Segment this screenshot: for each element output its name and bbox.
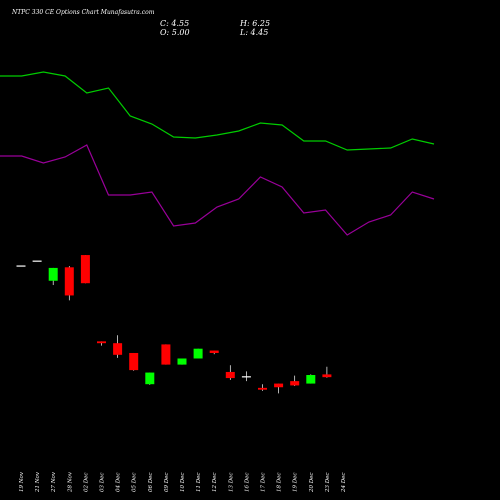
candle-body bbox=[48, 267, 58, 281]
x-tick-label: 20 Dec bbox=[309, 473, 315, 494]
x-tick-label: 28 Nov bbox=[67, 471, 73, 493]
x-tick-label: 04 Dec bbox=[116, 473, 122, 493]
band-lines bbox=[0, 71, 435, 236]
chart-title: NTPC 330 CE Options Chart Munafasutra.co… bbox=[12, 9, 155, 16]
candle-body bbox=[64, 267, 74, 296]
x-tick-label: 18 Dec bbox=[277, 473, 283, 493]
x-tick-label: 16 Dec bbox=[244, 473, 250, 493]
close-value: C: 4.55 bbox=[160, 19, 190, 28]
upper-band-line bbox=[0, 71, 435, 151]
candle-body bbox=[113, 343, 123, 355]
low-value: L: 4.45 bbox=[240, 28, 269, 37]
x-tick-label: 02 Dec bbox=[83, 473, 89, 493]
candle-body bbox=[225, 371, 235, 379]
candle-body bbox=[80, 255, 90, 284]
candles bbox=[16, 255, 332, 394]
candle-body bbox=[145, 372, 155, 385]
x-tick-label: 11 Dec bbox=[196, 473, 202, 493]
x-tick-label: 19 Nov bbox=[19, 471, 25, 492]
x-tick-label: 12 Dec bbox=[212, 473, 218, 493]
candle-body bbox=[161, 344, 171, 365]
candle-body bbox=[241, 376, 251, 378]
x-tick-label: 27 Nov bbox=[51, 471, 57, 493]
x-tick-label: 09 Dec bbox=[164, 473, 170, 493]
x-tick-label: 21 Nov bbox=[35, 471, 41, 493]
high-value: H: 6.25 bbox=[240, 19, 271, 28]
candle-body bbox=[258, 387, 267, 390]
x-tick-label: 19 Dec bbox=[293, 473, 299, 493]
candle-body bbox=[209, 350, 219, 353]
candle-body bbox=[290, 381, 300, 386]
x-tick-label: 05 Dec bbox=[132, 473, 138, 493]
x-tick-label: 06 Dec bbox=[148, 473, 154, 493]
x-tick-label: 24 Dec bbox=[341, 473, 347, 494]
candle-body bbox=[177, 358, 187, 365]
candle-body bbox=[32, 260, 42, 262]
candle-body bbox=[274, 383, 284, 388]
lower-band-line bbox=[0, 144, 435, 236]
candle-body bbox=[306, 375, 316, 384]
candle-body bbox=[193, 348, 203, 359]
candle-body bbox=[97, 341, 106, 344]
x-tick-label: 10 Dec bbox=[180, 473, 186, 493]
x-axis-ticks: 19 Nov 21 Nov 27 Nov 28 Nov 02 Dec 03 Dec 04 D… bbox=[19, 471, 347, 493]
open-value: O: 5.00 bbox=[160, 28, 190, 37]
x-tick-label: 17 Dec bbox=[261, 473, 267, 493]
candle-body bbox=[322, 374, 332, 378]
x-tick-label: 03 Dec bbox=[100, 473, 106, 493]
x-tick-label: 13 Dec bbox=[228, 473, 234, 493]
candle-body bbox=[129, 352, 139, 371]
candle-body bbox=[16, 265, 26, 267]
x-tick-label: 23 Dec bbox=[325, 473, 331, 494]
